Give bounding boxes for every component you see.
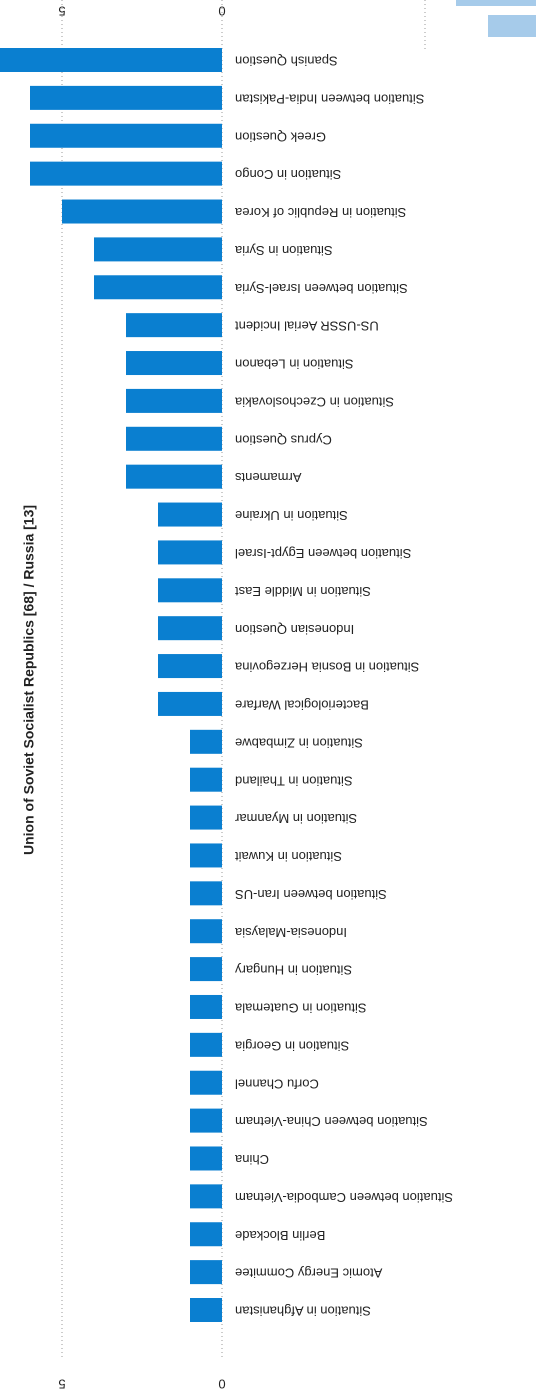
bar — [190, 729, 222, 754]
bar — [126, 464, 222, 489]
legend-swatch — [488, 15, 536, 37]
bar — [190, 957, 222, 982]
bar — [30, 123, 222, 148]
y-tick-label: Situation between Iran-US — [235, 887, 387, 902]
y-tick-label: Greek Question — [235, 129, 326, 144]
y-tick-label: Situation in Kuwait — [235, 849, 342, 864]
bar — [190, 843, 222, 868]
y-tick-label: Situation in Afghanistan — [235, 1304, 371, 1319]
y-tick-label: Situation in Czechoslovakia — [234, 394, 394, 409]
y-tick-label: Corfu Channel — [235, 1076, 319, 1091]
y-tick-label: Situation in Myanmar — [234, 811, 357, 826]
bar — [158, 578, 222, 603]
chart-title: Union of Soviet Socialist Republics [68]… — [21, 505, 37, 855]
bar — [126, 313, 222, 338]
y-tick-label: Bacteriological Warfare — [235, 698, 369, 713]
bar — [158, 691, 222, 716]
y-tick-label: Atomic Energy Commitee — [235, 1266, 382, 1281]
y-tick-label: Situation in Georgia — [234, 1038, 349, 1053]
bar — [30, 85, 222, 110]
bar — [158, 540, 222, 565]
y-tick-label: Situation between Cambodia-Vietnam — [235, 1190, 453, 1205]
bar — [190, 767, 222, 792]
bar — [158, 502, 222, 527]
y-tick-label: Berlin Blockade — [235, 1228, 325, 1243]
y-tick-label: Situation in Hungary — [235, 963, 353, 978]
y-tick-label: Situation in Lebanon — [235, 357, 354, 372]
y-tick-label: Situation in Middle East — [235, 584, 371, 599]
bar — [158, 654, 222, 679]
y-tick-label: US-USSR Aerial Incident — [235, 319, 379, 334]
bar — [190, 805, 222, 830]
bar — [126, 426, 222, 451]
bar — [190, 1260, 222, 1285]
y-tick-label: Situation between China-Vietnam — [235, 1114, 428, 1129]
y-tick-label: Situation in Republic of Korea — [234, 205, 406, 220]
y-tick-label: Situation in Bosnia Herzegovina — [234, 660, 419, 675]
y-tick-label: Situation in Ukraine — [235, 508, 348, 523]
y-tick-label: Situation between Israel-Syria — [234, 281, 407, 296]
y-tick-label: Situation in Thailand — [235, 773, 353, 788]
y-tick-label: Cyprus Question — [235, 432, 332, 447]
y-tick-label: China — [234, 1152, 269, 1167]
legend-swatch — [456, 0, 536, 6]
y-tick-label: Armaments — [235, 470, 302, 485]
y-tick-label: Situation in Syria — [234, 243, 332, 258]
y-tick-label: Situation in Zimbabwe — [235, 735, 363, 750]
bar — [190, 1184, 222, 1209]
y-tick-label: Situation between India-Pakistan — [235, 91, 424, 106]
bar — [62, 199, 222, 224]
bar — [190, 1070, 222, 1095]
bar — [190, 919, 222, 944]
bar — [0, 48, 222, 72]
y-tick-label: Spanish Question — [235, 54, 338, 69]
x-tick-label: 0 — [218, 1377, 225, 1392]
bar — [94, 237, 222, 262]
bar — [190, 1032, 222, 1057]
y-tick-label: Situation in Congo — [235, 167, 341, 182]
bar — [126, 351, 222, 376]
y-tick-label: Situation in Guatemala — [234, 1001, 366, 1016]
bar — [190, 1108, 222, 1133]
x-tick-label: 5 — [58, 1377, 65, 1392]
bar — [190, 881, 222, 906]
bar — [30, 161, 222, 186]
x-tick-label: 5 — [58, 4, 65, 19]
bar — [190, 1298, 222, 1322]
bar — [190, 1222, 222, 1247]
x-tick-label: 0 — [218, 4, 225, 19]
bar — [190, 994, 222, 1019]
bar — [94, 275, 222, 300]
bar — [126, 388, 222, 413]
bar — [190, 1146, 222, 1171]
y-tick-label: Indonesian Question — [235, 622, 354, 637]
y-tick-label: Situation between Egypt-Israel — [235, 546, 411, 561]
y-tick-label: Indonesia-Malaysia — [234, 925, 347, 940]
bar — [158, 616, 222, 641]
